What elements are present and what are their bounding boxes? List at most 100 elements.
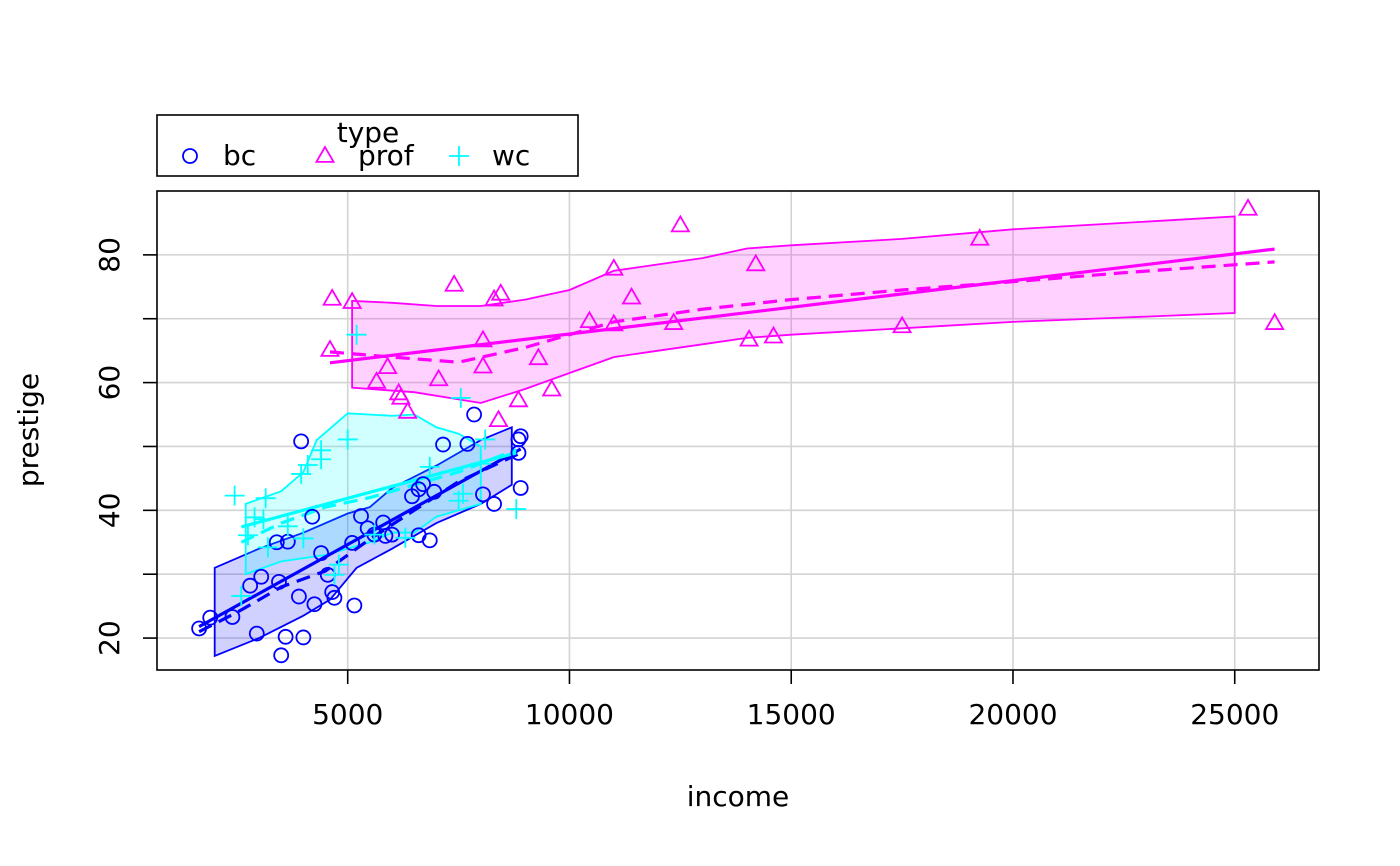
point-bc xyxy=(512,428,529,445)
point-prof xyxy=(483,288,505,307)
point-prof xyxy=(342,291,363,309)
point-wc xyxy=(328,554,349,575)
legend-title: type xyxy=(337,116,400,149)
y-tick-label: 60 xyxy=(93,365,126,401)
point-prof xyxy=(472,329,494,348)
point-bc xyxy=(273,647,290,664)
point-prof xyxy=(490,283,511,301)
point-prof xyxy=(670,214,691,233)
point-wc xyxy=(470,453,491,474)
point-prof xyxy=(621,286,642,305)
point-bc xyxy=(295,629,312,646)
point-bc xyxy=(253,568,270,585)
point-bc xyxy=(384,526,400,543)
point-bc xyxy=(191,620,208,637)
point-wc xyxy=(237,525,258,546)
y-tick-label: 40 xyxy=(93,493,126,529)
point-prof xyxy=(1264,312,1285,330)
point-prof xyxy=(508,389,529,408)
point-bc xyxy=(512,480,529,496)
point-prof xyxy=(969,228,990,246)
x-tick-label: 25000 xyxy=(1190,698,1279,731)
legend-label-prof: prof xyxy=(358,139,415,172)
point-prof xyxy=(745,253,766,272)
point-prof xyxy=(488,409,509,428)
point-prof xyxy=(528,347,549,366)
point-prof xyxy=(444,274,465,292)
point-bc xyxy=(353,508,369,524)
smooth-line-prof xyxy=(329,260,1275,364)
point-prof xyxy=(541,378,562,397)
point-wc xyxy=(224,485,245,506)
legend-entries: bc prof wc xyxy=(182,139,530,172)
point-bc xyxy=(377,527,394,544)
fit-line-wc xyxy=(240,451,517,529)
point-wc xyxy=(311,440,332,461)
point-wc xyxy=(346,324,367,345)
point-bc xyxy=(344,535,361,551)
point-prof xyxy=(366,371,387,389)
point-bc xyxy=(421,532,438,549)
point-wc xyxy=(324,564,345,585)
point-wc xyxy=(506,499,527,520)
point-bc xyxy=(306,596,323,613)
point-bc xyxy=(415,476,432,493)
point-bc xyxy=(326,589,343,606)
legend-marker-bc xyxy=(182,148,198,164)
point-bc xyxy=(248,625,265,642)
point-bc xyxy=(435,436,451,453)
point-prof xyxy=(319,339,341,357)
y-tick-label: 20 xyxy=(93,620,126,656)
point-prof xyxy=(603,313,624,332)
confidence-band-bc xyxy=(213,425,513,658)
point-prof xyxy=(472,355,494,374)
x-tick-label: 20000 xyxy=(968,698,1057,731)
point-bc xyxy=(466,406,483,423)
plot-frame xyxy=(156,190,1320,671)
legend-label-wc: wc xyxy=(492,139,530,172)
point-prof xyxy=(663,312,684,330)
legend-box xyxy=(156,114,579,177)
point-prof xyxy=(891,315,913,334)
point-bc xyxy=(268,534,285,551)
point-wc xyxy=(450,387,471,408)
smooth-line-bc xyxy=(198,451,522,634)
point-prof xyxy=(579,310,600,329)
point-wc xyxy=(277,516,298,537)
point-prof xyxy=(390,387,412,405)
point-bc xyxy=(426,483,443,500)
x-tick-label: 10000 xyxy=(525,698,614,731)
point-wc xyxy=(255,488,276,509)
point-wc xyxy=(244,507,265,528)
point-wc xyxy=(231,585,252,606)
point-prof xyxy=(603,258,624,276)
legend: type bc prof wc xyxy=(156,114,579,177)
fit-line-prof xyxy=(329,247,1275,365)
x-tick-label: 5000 xyxy=(312,698,383,731)
x-axis-title: income xyxy=(687,780,790,813)
point-prof xyxy=(763,325,784,344)
point-wc xyxy=(293,528,314,549)
y-axis: 20 40 60 80 xyxy=(93,237,157,656)
point-bc xyxy=(293,433,310,450)
smooth-line-wc xyxy=(240,448,517,544)
point-wc xyxy=(253,509,274,530)
point-wc xyxy=(337,429,358,450)
point-bc xyxy=(459,436,476,452)
point-prof xyxy=(738,329,760,347)
point-bc xyxy=(224,609,241,625)
legend-marker-wc xyxy=(449,146,469,166)
legend-label-bc: bc xyxy=(223,139,256,172)
y-axis-title: prestige xyxy=(12,373,45,487)
data-points xyxy=(191,198,1285,664)
point-prof xyxy=(377,356,398,375)
point-wc xyxy=(297,454,318,475)
legend-marker-prof xyxy=(314,145,336,163)
x-tick-label: 15000 xyxy=(747,698,836,731)
x-axis: 5000 10000 15000 20000 25000 xyxy=(312,670,1279,731)
point-prof xyxy=(397,401,418,419)
point-prof xyxy=(428,368,449,387)
point-bc xyxy=(242,577,259,594)
